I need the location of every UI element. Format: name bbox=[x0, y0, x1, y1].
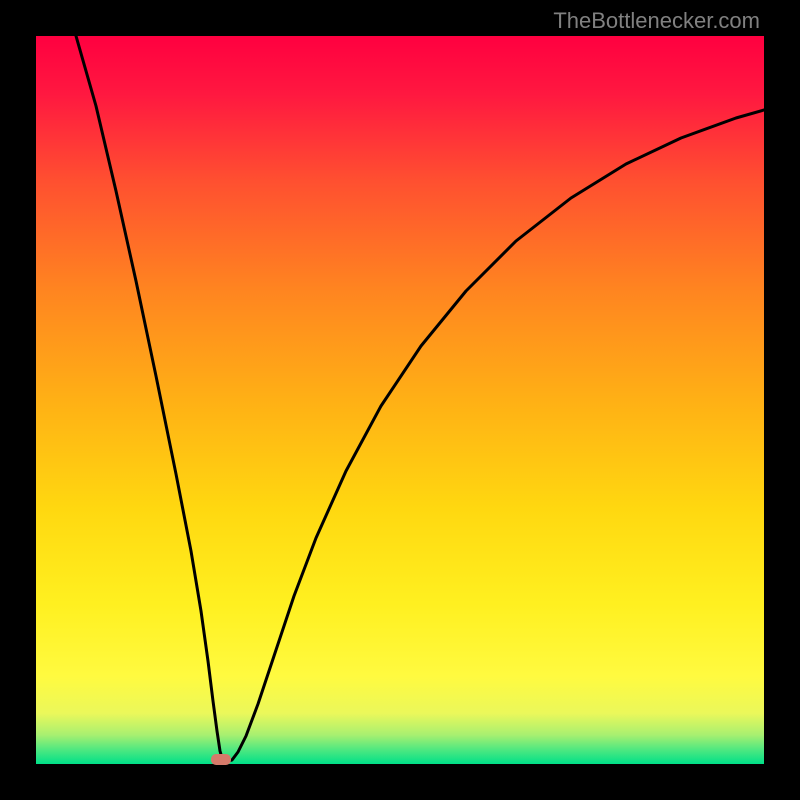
curve-line bbox=[36, 36, 764, 764]
chart-container: TheBottlenecker.com bbox=[0, 0, 800, 800]
plot-area bbox=[36, 36, 764, 764]
watermark-text: TheBottlenecker.com bbox=[553, 8, 760, 34]
minimum-marker bbox=[211, 754, 231, 765]
